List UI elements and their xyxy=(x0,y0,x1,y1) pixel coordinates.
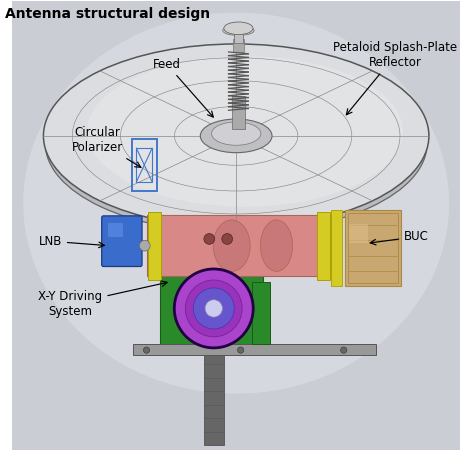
Bar xyxy=(233,40,244,52)
Ellipse shape xyxy=(87,56,403,207)
Bar xyxy=(347,212,398,283)
Ellipse shape xyxy=(23,13,449,394)
Bar xyxy=(108,223,123,237)
Circle shape xyxy=(143,347,150,353)
Bar xyxy=(234,33,243,43)
Circle shape xyxy=(139,240,150,251)
Bar xyxy=(331,210,342,286)
Ellipse shape xyxy=(211,122,261,145)
Text: X-Y Driving
System: X-Y Driving System xyxy=(38,281,167,318)
Circle shape xyxy=(174,269,253,348)
Bar xyxy=(204,355,224,445)
Text: Feed: Feed xyxy=(153,58,213,117)
Bar xyxy=(348,225,368,244)
Ellipse shape xyxy=(223,26,254,36)
Circle shape xyxy=(237,347,244,353)
Circle shape xyxy=(222,234,233,244)
Circle shape xyxy=(341,347,347,353)
Circle shape xyxy=(204,234,215,244)
Ellipse shape xyxy=(201,119,272,153)
Bar xyxy=(146,216,335,276)
Bar xyxy=(148,212,161,280)
Bar xyxy=(232,96,245,129)
Bar xyxy=(160,272,263,351)
Bar xyxy=(252,281,270,344)
Text: Petaloid Splash-Plate
Reflector: Petaloid Splash-Plate Reflector xyxy=(333,41,457,115)
Circle shape xyxy=(193,288,234,329)
Text: BUC: BUC xyxy=(370,230,429,245)
FancyBboxPatch shape xyxy=(102,216,142,267)
Ellipse shape xyxy=(213,220,250,272)
Ellipse shape xyxy=(44,44,429,228)
Bar xyxy=(317,212,330,280)
Circle shape xyxy=(205,300,222,317)
Bar xyxy=(132,139,156,191)
Ellipse shape xyxy=(46,55,427,233)
Bar xyxy=(137,148,152,182)
Ellipse shape xyxy=(260,220,292,272)
Bar xyxy=(133,344,376,355)
Ellipse shape xyxy=(224,22,253,35)
Text: Circular
Polarizer: Circular Polarizer xyxy=(72,126,141,167)
Circle shape xyxy=(185,280,242,337)
Text: LNB: LNB xyxy=(38,235,104,248)
Bar xyxy=(345,210,401,286)
Text: Antenna structural design: Antenna structural design xyxy=(5,7,210,21)
